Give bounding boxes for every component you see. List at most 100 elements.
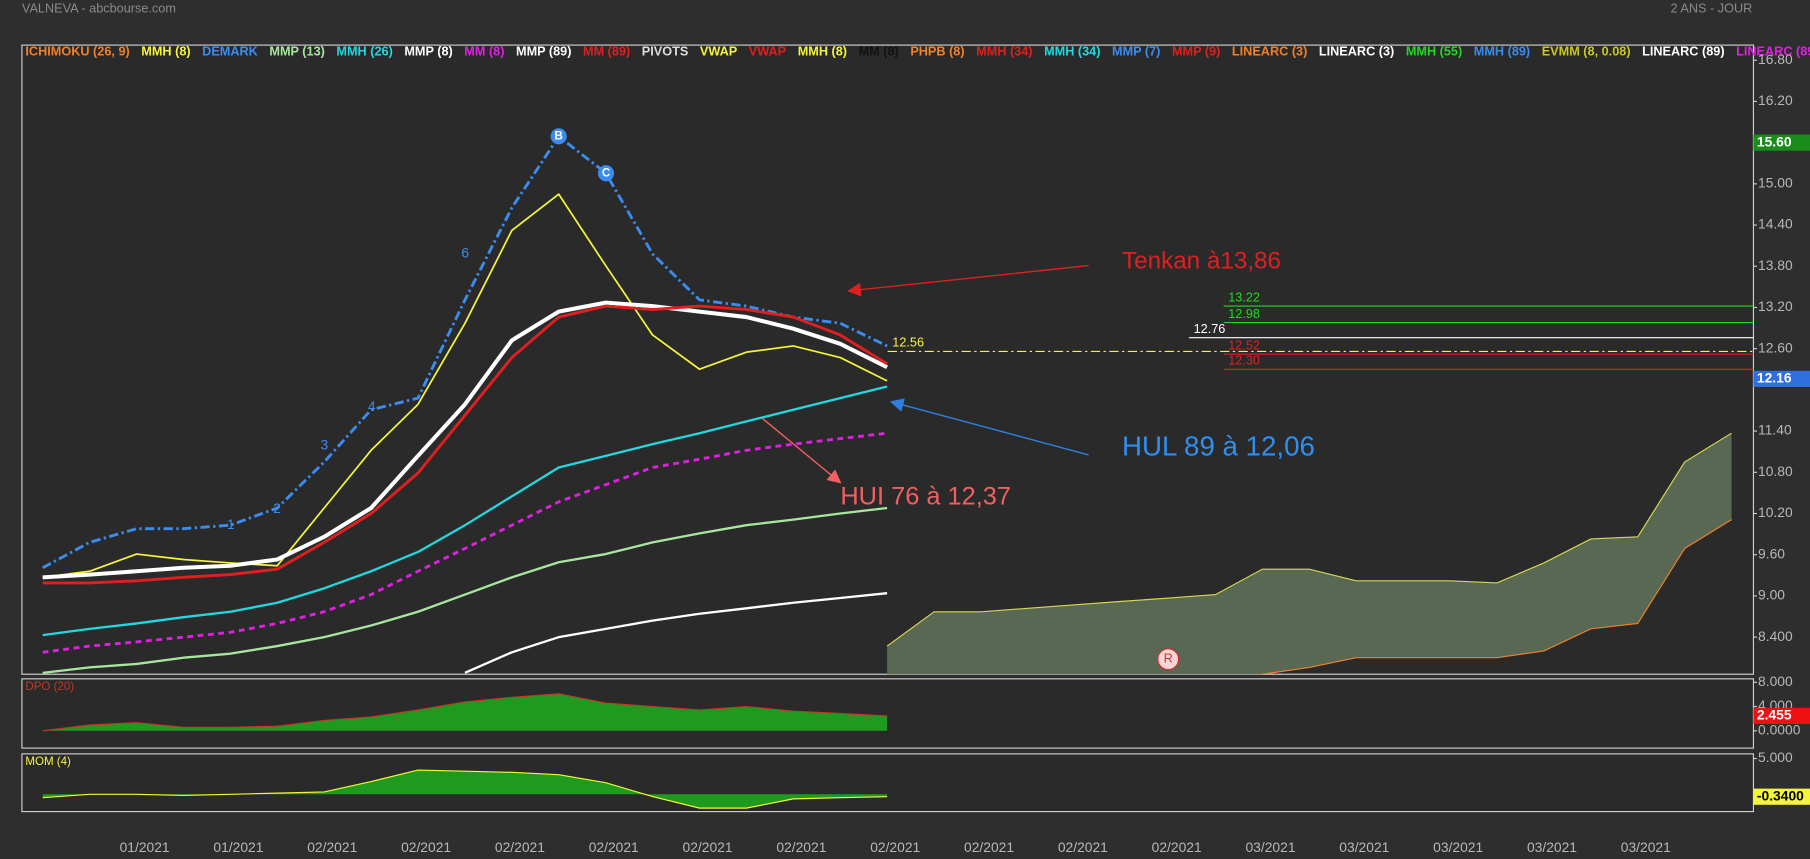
y-tick-label: 13.20 — [1758, 298, 1793, 314]
legend-entry: MM (8) — [464, 44, 504, 58]
axes: 16.80 16.20 15.00 14.40 13.80 13.20 12.60 11.40… — [25, 51, 1810, 855]
wave-label: 3 — [321, 436, 329, 452]
y-tick-label: 12.60 — [1758, 339, 1793, 355]
price-tag — [1753, 134, 1810, 151]
level-label: 12.56 — [892, 336, 924, 350]
legend-entry: MMH (8) — [798, 44, 847, 58]
legend-entry: MMH (26) — [336, 44, 392, 58]
series-line — [42, 769, 888, 809]
series-area — [42, 770, 888, 809]
legend-entry: MMH (34) — [1044, 44, 1100, 58]
wave-label: 2 — [273, 500, 281, 516]
panel-label: MOM (4) — [25, 756, 71, 768]
x-tick-label: 02/2021 — [870, 839, 920, 855]
x-tick-label: 02/2021 — [307, 839, 357, 855]
legend-entry: MMP (8) — [404, 44, 452, 58]
wave-marker — [1157, 648, 1180, 671]
price-tag — [1753, 788, 1810, 805]
price-tag — [1753, 370, 1810, 387]
wave-label: 6 — [461, 245, 469, 261]
y-tick-label: 11.40 — [1758, 422, 1792, 438]
cloud-upper — [886, 432, 1732, 647]
mom-panel — [21, 753, 1755, 813]
wave-label: 1 — [227, 516, 235, 532]
price-tag — [1753, 707, 1810, 724]
annotation-arrow — [761, 417, 842, 484]
y-tick-label: 9.60 — [1758, 545, 1785, 561]
legend-entry: LINEARC (3) — [1232, 44, 1307, 58]
dpo-plot — [42, 693, 888, 732]
level-label: 12.98 — [1228, 307, 1260, 321]
legend-entry: PHPB (8) — [910, 44, 964, 58]
x-tick-label: 01/2021 — [213, 839, 263, 855]
chart-title: VALNEVA - abcbourse.com — [22, 2, 176, 16]
y-tick-label: 8.000 — [1758, 673, 1793, 689]
wave-marker — [597, 165, 615, 182]
level-label: 13.22 — [1228, 290, 1260, 304]
series-line — [42, 300, 889, 580]
price-tag-label: 2.455 — [1757, 707, 1792, 723]
legend-entry: MMH (89) — [1474, 44, 1530, 58]
panel-label: DPO (20) — [25, 681, 74, 693]
legend-entry: MMH (34) — [976, 44, 1032, 58]
x-tick-label: 02/2021 — [495, 839, 545, 855]
level-label: 12.76 — [1194, 322, 1226, 336]
x-tick-label: 01/2021 — [120, 839, 170, 855]
x-tick-label: 02/2021 — [964, 839, 1014, 855]
wave-label: C — [602, 167, 611, 179]
y-tick-label: 0.0000 — [1758, 721, 1801, 737]
legend-entry: LINEARC (3) — [1319, 44, 1394, 58]
price-tag-label: 15.60 — [1757, 133, 1792, 149]
legend-entry: ICHIMOKU (26, 9) — [25, 44, 129, 58]
legend-entry: MMP (7) — [1112, 44, 1160, 58]
annotation: HUI 76 à 12,37 — [840, 482, 1011, 510]
x-tick-label: 02/2021 — [1058, 839, 1108, 855]
x-tick-label: 03/2021 — [1527, 839, 1577, 855]
price-tag-label: -0.3400 — [1757, 787, 1804, 803]
level-label: 12.30 — [1228, 354, 1260, 368]
legend-entry: EVMM (8, 0.08) — [1542, 44, 1631, 58]
dpo-panel — [21, 678, 1755, 749]
y-tick-label: 16.20 — [1758, 92, 1793, 108]
series-area — [42, 693, 888, 731]
y-tick-label: 8.400 — [1758, 628, 1793, 644]
legend-entry: LINEARC (89) — [1736, 44, 1810, 58]
wave-label: 4 — [368, 398, 376, 414]
x-tick-label: 03/2021 — [1245, 839, 1295, 855]
x-tick-label: 02/2021 — [401, 839, 451, 855]
x-tick-label: 02/2021 — [776, 839, 826, 855]
series-line — [42, 385, 888, 637]
annotation-arrow — [889, 398, 1089, 456]
legend-entry: MMH (8) — [141, 44, 190, 58]
y-tick-label: 13.80 — [1758, 257, 1793, 273]
y-tick-label: 16.80 — [1758, 51, 1793, 67]
cloud — [887, 433, 1732, 675]
chart-subtitle: 2 ANS - JOUR — [1671, 2, 1753, 16]
price-tag-label: 12.16 — [1757, 370, 1792, 386]
legend-entry: MM (89) — [583, 44, 630, 58]
wave-marker — [550, 128, 567, 145]
series-line — [42, 304, 888, 585]
y-tick-label: 5.000 — [1758, 749, 1793, 765]
main-plot — [42, 134, 1754, 675]
annotation-arrow — [847, 264, 1089, 297]
legend-entry: DEMARK — [202, 44, 259, 58]
x-tick-label: 03/2021 — [1621, 839, 1671, 855]
x-tick-label: 02/2021 — [683, 839, 733, 855]
series-line — [464, 592, 888, 674]
annotation: HUL 89 à 12,06 — [1122, 430, 1315, 461]
x-tick-label: 03/2021 — [1433, 839, 1483, 855]
series-line — [42, 506, 888, 674]
series-line — [42, 193, 888, 579]
annotation: Tenkan à13,86 — [1122, 248, 1281, 275]
series-line — [42, 134, 888, 570]
legend-entry: MMP (13) — [269, 44, 324, 58]
main-panel — [21, 44, 1755, 675]
cloud-lower — [1258, 519, 1732, 675]
legend-entry: MMH (55) — [1406, 44, 1462, 58]
level-label: 12.52 — [1228, 338, 1260, 352]
y-tick-label: 10.80 — [1758, 463, 1793, 479]
y-tick-label: 10.20 — [1758, 504, 1793, 520]
